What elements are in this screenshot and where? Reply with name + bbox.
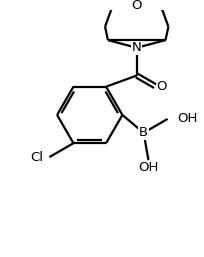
Text: N: N <box>131 41 141 54</box>
Text: OH: OH <box>137 161 158 174</box>
Text: B: B <box>138 126 147 139</box>
Text: O: O <box>156 80 166 93</box>
Text: O: O <box>131 0 141 12</box>
Text: Cl: Cl <box>31 151 43 163</box>
Text: OH: OH <box>176 112 197 125</box>
